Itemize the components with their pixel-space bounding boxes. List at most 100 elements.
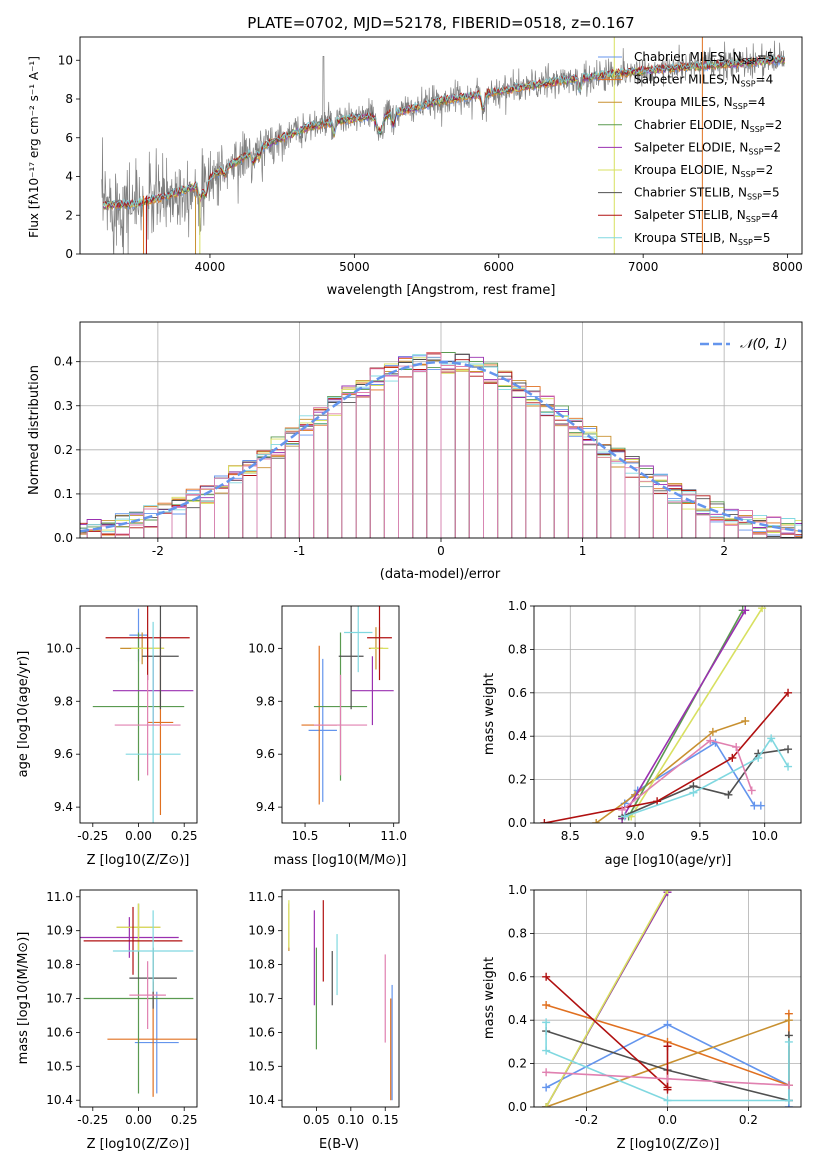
y-tick-label: 0.0 xyxy=(54,531,73,545)
x-tick-label: 0.00 xyxy=(125,829,152,843)
y-tick-label: 0.2 xyxy=(54,443,73,457)
y-tick-label: 10.6 xyxy=(248,1025,275,1039)
y-tick-label: 10.0 xyxy=(46,641,73,655)
x-tick-label: 0.05 xyxy=(303,1113,330,1127)
weight-marker xyxy=(663,1042,672,1051)
y-tick-label: 4 xyxy=(65,170,73,184)
y-tick-label: 9.4 xyxy=(54,800,73,814)
x-tick-label: 10.0 xyxy=(751,829,778,843)
weight-marker xyxy=(663,1096,672,1105)
x-tick-label: 5000 xyxy=(339,260,370,274)
legend-entry: Chabrier ELODIE, NSSP=2 xyxy=(634,118,782,134)
y-tick-label: 1.0 xyxy=(508,599,527,613)
x-tick-label: 0.0 xyxy=(658,1113,677,1127)
weight-marker xyxy=(784,688,793,697)
x-tick-label: -1 xyxy=(293,544,305,558)
weight-marker xyxy=(784,762,793,771)
y-tick-label: 0.4 xyxy=(54,355,73,369)
plot-area xyxy=(101,37,786,254)
residuals-panel: -2 -1 0 1 2 0.0 0.1 0.2 0.3 0.4 𝒩(0, 1) (data-mode… xyxy=(27,321,803,582)
x-tick-label: 8000 xyxy=(772,260,803,274)
spectrum-ylabel: Flux [fλ10⁻¹⁷ erg cm⁻² s⁻¹ A⁻¹] xyxy=(27,56,41,238)
plot-area xyxy=(540,606,793,823)
y-tick-label: 0.0 xyxy=(508,816,527,830)
weight-marker xyxy=(784,1081,793,1090)
weight-marker xyxy=(754,753,763,762)
x-tick-label: 4000 xyxy=(195,260,226,274)
age-vs-mass-xlabel: mass [log10(M/M⊙)] xyxy=(274,853,407,868)
legend-entry: 𝒩(0, 1) xyxy=(740,337,787,352)
weight-marker xyxy=(542,972,551,981)
plot-area xyxy=(80,903,197,1097)
x-tick-label: 0 xyxy=(437,544,445,558)
y-tick-label: 0.4 xyxy=(508,729,527,743)
weight-series-5 xyxy=(621,609,746,820)
mass-vs-ebv-panel: 0.05 0.10 0.15 10.4 10.5 10.6 10.7 10.8 10.9 11.0… xyxy=(248,889,400,1152)
weight-marker xyxy=(767,734,776,743)
axes-frame xyxy=(79,605,198,824)
y-tick-label: 11.0 xyxy=(248,890,275,904)
residuals-ylabel: Normed distribution xyxy=(27,365,42,495)
y-tick-label: 0.3 xyxy=(54,399,73,413)
y-tick-label: 0.2 xyxy=(508,773,527,787)
x-tick-label: 6000 xyxy=(483,260,514,274)
axes-frame xyxy=(533,605,802,824)
y-tick-label: 9.6 xyxy=(54,747,73,761)
y-tick-label: 10.9 xyxy=(46,924,73,938)
normal-curve xyxy=(80,360,802,533)
x-tick-label: 11.0 xyxy=(380,829,407,843)
y-tick-label: 0.6 xyxy=(508,686,527,700)
y-tick-label: 1.0 xyxy=(508,883,527,897)
axes-frame xyxy=(79,321,803,539)
weight-marker xyxy=(728,753,737,762)
weight-marker xyxy=(784,1037,793,1046)
weight-vs-z-xlabel: Z [log10(Z/Z⊙)] xyxy=(617,1137,720,1152)
axes-frame xyxy=(79,36,803,255)
weight-marker xyxy=(592,819,601,823)
x-tick-label: 8.5 xyxy=(561,829,580,843)
y-tick-label: 10.7 xyxy=(46,992,73,1006)
axes-frame xyxy=(281,889,400,1108)
weight-marker xyxy=(663,890,672,894)
x-tick-label: 0.15 xyxy=(372,1113,399,1127)
plot-area xyxy=(301,606,394,805)
y-tick-label: 0.0 xyxy=(508,1100,527,1114)
weight-marker xyxy=(542,1001,551,1010)
y-tick-label: 9.8 xyxy=(256,694,275,708)
weight-marker xyxy=(542,1046,551,1055)
y-tick-label: 10.4 xyxy=(46,1093,73,1107)
weight-marker xyxy=(542,1068,551,1077)
y-tick-label: 10.0 xyxy=(248,641,275,655)
y-tick-label: 0.1 xyxy=(54,487,73,501)
y-tick-label: 9.6 xyxy=(256,747,275,761)
weight-series-10 xyxy=(621,739,753,811)
y-tick-label: 10.6 xyxy=(46,1025,73,1039)
weight-marker xyxy=(663,1074,672,1083)
age-vs-z-xlabel: Z [log10(Z/Z⊙)] xyxy=(87,853,190,868)
y-tick-label: 9.4 xyxy=(256,800,275,814)
weight-marker xyxy=(756,801,765,810)
weight-series-4 xyxy=(627,609,744,817)
x-tick-label: 0.25 xyxy=(171,1113,198,1127)
mass-vs-ebv-xlabel: E(B-V) xyxy=(319,1137,359,1152)
y-tick-label: 0.8 xyxy=(508,926,527,940)
legend-entry: Chabrier STELIB, NSSP=5 xyxy=(634,186,780,202)
weight-vs-z-ylabel: mass weight xyxy=(482,957,497,1039)
weight-vs-age-xlabel: age [log10(age/yr)] xyxy=(605,853,732,868)
x-tick-label: 0.25 xyxy=(171,829,198,843)
weight-marker xyxy=(784,1096,793,1105)
weight-marker xyxy=(706,736,715,745)
weight-marker xyxy=(663,1020,672,1029)
age-vs-z-panel: -0.25 0.00 0.25 9.4 9.6 9.8 10.0 Z [log10(Z/Z⊙… xyxy=(16,605,198,868)
y-tick-label: 10.8 xyxy=(248,958,275,972)
spectrum-legend: Chabrier MILES, NSSP=5 Salpeter MILES, NS… xyxy=(598,50,782,247)
weight-vs-z-panel: -0.2 0.0 0.2 0.0 0.2 0.4 0.6 0.8 1.0 Z [log10(Z/… xyxy=(482,883,802,1152)
y-tick-label: 0 xyxy=(65,247,73,261)
weight-marker xyxy=(542,1018,551,1027)
x-tick-label: 1 xyxy=(579,544,587,558)
x-tick-label: 9.5 xyxy=(690,829,709,843)
legend-entry: Salpeter MILES, NSSP=4 xyxy=(634,73,773,89)
mass-vs-z-ylabel: mass [log10(M/M⊙)] xyxy=(16,932,31,1065)
x-tick-label: -0.25 xyxy=(77,1113,108,1127)
